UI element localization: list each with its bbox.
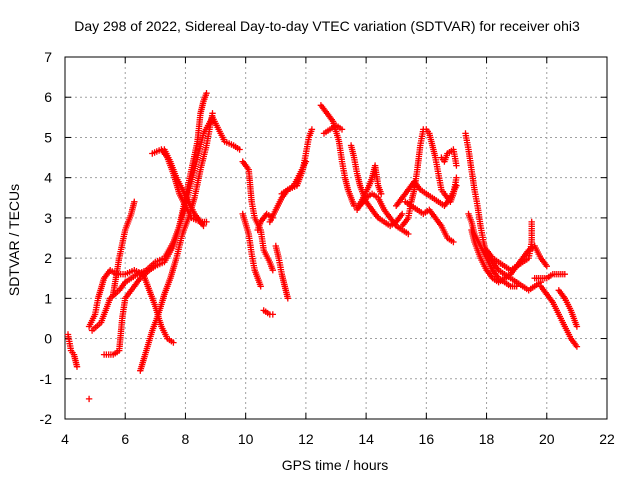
s3-point (170, 339, 177, 346)
s8-point (203, 218, 210, 226)
x-tick-label: 4 (61, 431, 69, 447)
s18-point (338, 126, 346, 133)
x-tick-label: 6 (121, 431, 129, 447)
s27-point (543, 263, 550, 270)
y-tick-label: 0 (44, 331, 52, 347)
s10-point (269, 267, 276, 274)
s6-point (203, 90, 210, 97)
x-tick-label: 20 (539, 431, 555, 447)
x-tick-label: 14 (358, 431, 374, 447)
x-tick-label: 12 (298, 431, 314, 447)
s28-point (528, 218, 535, 226)
x-tick-label: 8 (182, 431, 190, 447)
y-tick-label: -2 (40, 411, 53, 427)
s31-point (573, 323, 581, 330)
chart-title: Day 298 of 2022, Sidereal Day-to-day VTE… (74, 18, 580, 34)
s19-point (399, 210, 406, 218)
y-tick-label: 6 (44, 89, 52, 105)
y-tick-label: 2 (44, 250, 52, 266)
y-tick-label: 1 (44, 290, 52, 306)
s29-point (561, 271, 568, 278)
x-axis-label: GPS time / hours (282, 457, 389, 473)
s30-point (573, 343, 581, 350)
s24-point (453, 162, 460, 169)
plot-frame (64, 56, 608, 420)
s16-point (302, 158, 310, 165)
grid (65, 57, 607, 419)
y-tick-label: -1 (40, 371, 53, 387)
x-tick-label: 16 (419, 431, 435, 447)
s17-point (405, 230, 412, 238)
data-marks (64, 90, 581, 403)
s9-point (200, 222, 207, 230)
s5-point (131, 198, 138, 205)
y-tick-label: 7 (44, 49, 52, 65)
s11-point (257, 283, 264, 290)
s4-point (236, 146, 243, 153)
s7-point (209, 110, 216, 117)
s15-point (308, 126, 316, 133)
s1-point (73, 363, 81, 370)
s22-point (453, 182, 460, 189)
s20-point (378, 190, 385, 197)
x-tick-label: 10 (238, 431, 254, 447)
y-axis-label: SDTVAR / TECUs (6, 184, 22, 296)
x-tick-label: 18 (479, 431, 495, 447)
s2-point (85, 395, 93, 403)
x-tick-label: 22 (599, 431, 615, 447)
y-tick-label: 5 (44, 129, 52, 145)
y-tick-label: 4 (44, 170, 52, 186)
s21-point (453, 174, 460, 181)
s13-point (269, 311, 276, 318)
y-tick-label: 3 (44, 210, 52, 226)
s23-point (450, 238, 457, 246)
s14-point (284, 295, 291, 302)
s26-point (513, 283, 520, 290)
